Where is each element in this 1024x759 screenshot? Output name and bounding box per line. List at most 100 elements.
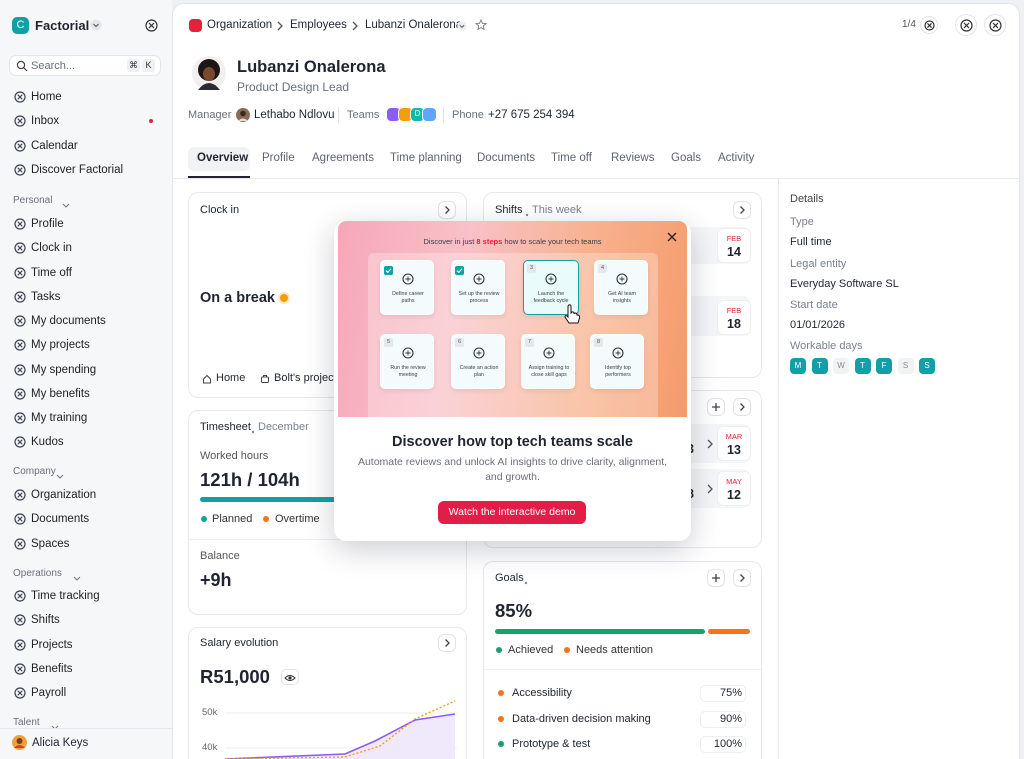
step-label: Create an action plan bbox=[459, 365, 499, 378]
eye-icon bbox=[284, 672, 296, 682]
modal-close[interactable] bbox=[666, 231, 678, 243]
nav-item[interactable]: Tasks bbox=[31, 290, 61, 303]
nav-item[interactable]: Profile bbox=[31, 218, 64, 230]
manager-name[interactable]: Lethabo Ndlovu bbox=[254, 109, 335, 121]
brand-logo: C bbox=[12, 17, 29, 34]
step-number: 3 bbox=[527, 264, 536, 273]
step-label: Run the review meeting bbox=[390, 365, 426, 378]
legend-dot bbox=[263, 516, 269, 522]
tab[interactable]: Activity bbox=[718, 152, 755, 164]
header-icon-svg bbox=[988, 18, 1002, 32]
tab[interactable]: Goals bbox=[671, 152, 702, 164]
header-button[interactable] bbox=[984, 14, 1006, 36]
section-caret bbox=[51, 720, 59, 730]
nav-item[interactable]: Shifts bbox=[31, 614, 60, 627]
metric-value: +9h bbox=[200, 570, 232, 590]
brand-caret-svg bbox=[90, 19, 102, 31]
nav-item[interactable]: Time off bbox=[31, 266, 72, 279]
card-button[interactable] bbox=[733, 398, 751, 416]
add-button[interactable] bbox=[707, 569, 725, 587]
step-icon bbox=[542, 346, 556, 360]
nav-item[interactable]: Inbox bbox=[31, 115, 60, 128]
card-divider bbox=[484, 669, 761, 670]
period-arrow bbox=[706, 483, 714, 494]
workday: S bbox=[919, 358, 935, 374]
step-number: 4 bbox=[598, 264, 607, 273]
nav-item[interactable]: Spaces bbox=[31, 537, 70, 550]
step-number: 5 bbox=[384, 338, 393, 347]
title-dot bbox=[524, 207, 530, 217]
header-button[interactable] bbox=[920, 16, 938, 34]
step-icon bbox=[472, 346, 486, 360]
legend-dot bbox=[496, 647, 502, 653]
step-card: 8 Identify top performers bbox=[590, 334, 644, 389]
tab[interactable]: Time off bbox=[551, 152, 592, 164]
add-button-svg bbox=[712, 403, 720, 411]
tab[interactable]: Overview bbox=[197, 152, 249, 164]
nav-item[interactable]: Kudos bbox=[31, 436, 64, 449]
nav-item[interactable]: My projects bbox=[31, 339, 90, 352]
manager-avatar-svg bbox=[236, 108, 250, 122]
nav-item[interactable]: Benefits bbox=[31, 662, 73, 675]
divider bbox=[338, 107, 339, 123]
card-button[interactable] bbox=[438, 201, 456, 219]
search-box[interactable]: Search... ⌘ K bbox=[9, 55, 161, 76]
nav-item[interactable]: My documents bbox=[31, 315, 106, 327]
nav-item[interactable]: Discover Factorial bbox=[31, 163, 124, 176]
tab[interactable]: Documents bbox=[477, 152, 536, 164]
nav-item[interactable]: Calendar bbox=[31, 139, 78, 152]
add-button[interactable] bbox=[707, 398, 725, 416]
header-button[interactable] bbox=[955, 14, 977, 36]
header-icon bbox=[923, 19, 935, 31]
nav-item[interactable]: Clock in bbox=[31, 242, 72, 255]
nav-item[interactable]: My spending bbox=[31, 363, 97, 376]
tab[interactable]: Profile bbox=[262, 152, 295, 164]
goals-bar-achieved bbox=[495, 629, 705, 634]
nav-item[interactable]: Projects bbox=[31, 638, 73, 651]
nav-item[interactable]: My training bbox=[31, 412, 88, 424]
axis-label: 40k bbox=[202, 742, 218, 753]
card-button-svg bbox=[740, 403, 745, 411]
modal-button[interactable]: Watch the interactive demo bbox=[438, 501, 586, 524]
nav-icon bbox=[14, 687, 26, 699]
nav-icon-svg bbox=[14, 537, 26, 550]
breadcrumb-item[interactable]: Organization bbox=[207, 19, 273, 31]
tab[interactable]: Agreements bbox=[312, 152, 375, 164]
card-button[interactable] bbox=[733, 201, 751, 219]
nav-item[interactable]: Organization bbox=[31, 489, 97, 501]
goal-dot bbox=[498, 741, 504, 747]
nav-item[interactable]: Payroll bbox=[31, 687, 67, 699]
nav-item[interactable]: Home bbox=[31, 91, 62, 103]
nav-icon bbox=[14, 315, 26, 327]
nav-item[interactable]: My benefits bbox=[31, 387, 90, 400]
period-arrow-svg bbox=[707, 439, 713, 449]
nav-item[interactable]: Time tracking bbox=[31, 590, 100, 602]
collapse-icon-svg bbox=[144, 18, 158, 32]
card-button[interactable] bbox=[733, 569, 751, 587]
breadcrumb-item[interactable]: Employees bbox=[290, 19, 347, 31]
tab[interactable]: Reviews bbox=[611, 152, 655, 164]
nav-icon-svg bbox=[14, 139, 26, 152]
nav-icon bbox=[14, 388, 26, 400]
step-icon-svg bbox=[402, 347, 414, 359]
reveal-button[interactable] bbox=[281, 669, 299, 685]
nav-item[interactable]: Documents bbox=[31, 513, 90, 526]
banner-heading-part: Discover in just bbox=[423, 237, 477, 246]
progress-bar bbox=[200, 497, 455, 502]
section-title: Personal bbox=[13, 195, 53, 206]
breadcrumb-logo bbox=[189, 19, 202, 32]
nav-icon bbox=[14, 489, 26, 501]
card-button[interactable] bbox=[438, 634, 456, 652]
detail-label: Start date bbox=[790, 299, 838, 311]
nav-icon-svg bbox=[14, 436, 26, 448]
legend-label: Planned bbox=[212, 513, 253, 525]
shift-date: FEB 18 bbox=[717, 300, 751, 335]
user-avatar-svg bbox=[12, 735, 27, 750]
section-caret-svg bbox=[56, 474, 64, 479]
nav-icon-svg bbox=[14, 164, 26, 176]
user-footer[interactable]: Alicia Keys bbox=[0, 728, 172, 759]
section-title: Company bbox=[13, 466, 56, 477]
tab[interactable]: Time planning bbox=[390, 152, 462, 164]
workday: T bbox=[854, 358, 871, 374]
